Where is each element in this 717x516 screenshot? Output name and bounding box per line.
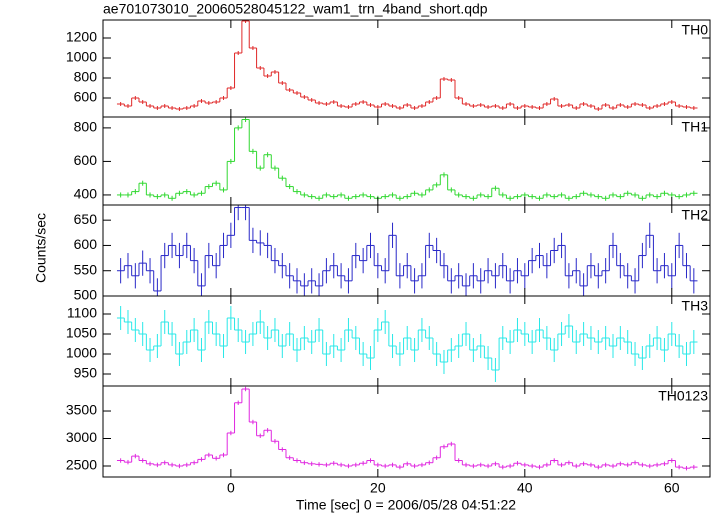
y-tick-label: 1000 xyxy=(66,345,97,361)
y-tick-label: 1000 xyxy=(66,49,97,65)
y-tick-label: 550 xyxy=(74,261,98,277)
y-tick-label: 3500 xyxy=(66,402,97,418)
panel xyxy=(116,117,698,201)
y-tick-label: 2500 xyxy=(66,457,97,473)
x-axis-label: Time [sec] 0 = 2006/05/28 04:51:22 xyxy=(296,497,516,513)
panel xyxy=(116,386,698,471)
y-tick-label: 800 xyxy=(74,69,98,85)
panel-label: TH3 xyxy=(682,298,709,314)
y-tick-label: 1100 xyxy=(67,305,97,321)
panel-label: TH1 xyxy=(682,119,709,135)
y-tick-label: 1200 xyxy=(66,29,97,45)
y-tick-label: 800 xyxy=(74,119,98,135)
y-tick-label: 3000 xyxy=(66,429,97,445)
y-tick-label: 600 xyxy=(74,89,98,105)
y-axis-label: Counts/sec xyxy=(33,213,49,283)
panel-frame xyxy=(102,19,711,118)
panel xyxy=(116,205,698,296)
panel-frame xyxy=(102,116,711,206)
x-tick-label: 60 xyxy=(664,480,680,496)
panel-label: TH0123 xyxy=(658,388,708,404)
y-tick-label: 600 xyxy=(74,152,98,168)
panel-label: TH0 xyxy=(682,22,709,38)
x-tick-label: 0 xyxy=(227,480,235,496)
panel xyxy=(116,20,698,111)
x-tick-label: 40 xyxy=(517,480,533,496)
panel-frame xyxy=(102,385,711,478)
y-tick-label: 650 xyxy=(74,211,98,227)
x-tick-label: 20 xyxy=(370,480,386,496)
y-tick-label: 600 xyxy=(74,236,98,252)
y-tick-label: 1050 xyxy=(66,325,97,341)
panel-label: TH2 xyxy=(682,207,709,223)
panel xyxy=(116,306,698,382)
y-tick-label: 500 xyxy=(74,287,98,303)
y-tick-label: 400 xyxy=(74,186,98,202)
chart-title: ae701073010_20060528045122_wam1_trn_4ban… xyxy=(103,1,488,17)
y-tick-label: 950 xyxy=(74,365,98,381)
